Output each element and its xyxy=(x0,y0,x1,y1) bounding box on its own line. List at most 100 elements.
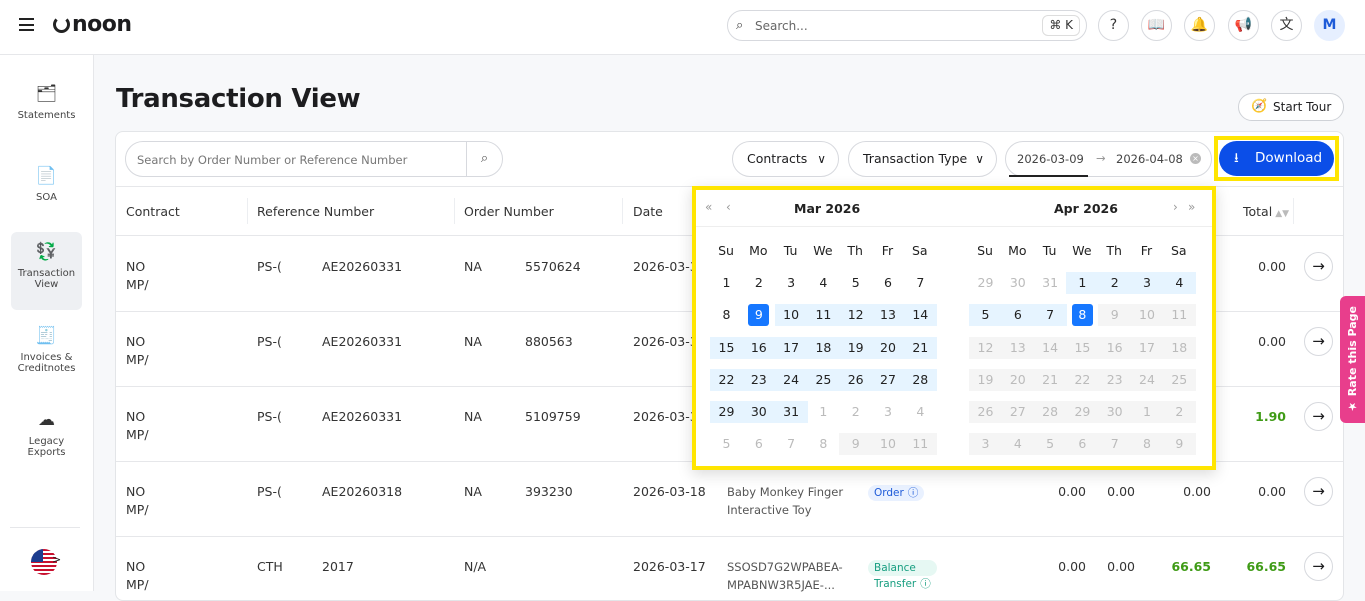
calendar-day[interactable]: 3 xyxy=(787,275,796,290)
calendar-day[interactable]: 24 xyxy=(774,369,808,391)
view-details-arrow-icon[interactable]: → xyxy=(1304,477,1333,506)
contracts-dropdown[interactable]: Contracts ∨ xyxy=(732,141,839,177)
start-tour-button[interactable]: 🧭 Start Tour xyxy=(1238,93,1344,121)
us-flag-icon[interactable] xyxy=(31,549,57,575)
sort-icon[interactable]: ▲▼ xyxy=(1275,209,1290,219)
column-contract: Contract xyxy=(126,204,180,219)
divider xyxy=(10,527,80,528)
calendar-day: 4 xyxy=(916,404,925,419)
megaphone-icon[interactable]: 📢 xyxy=(1228,10,1259,41)
calendar-day: 27 xyxy=(1001,401,1035,423)
global-search-input[interactable]: ⌕ Search... ⌘ K xyxy=(727,10,1087,41)
selected-day[interactable]: 8 xyxy=(1071,304,1093,326)
calendar-day[interactable]: 31 xyxy=(774,401,808,423)
calendar-day[interactable]: 7 xyxy=(1033,304,1067,326)
calendar-day[interactable]: 3 xyxy=(1130,272,1164,294)
calendar-day[interactable]: 16 xyxy=(742,337,776,359)
calendar-day[interactable]: 29 xyxy=(710,401,743,423)
calendar-day[interactable]: 15 xyxy=(710,337,743,359)
help-icon[interactable]: ? xyxy=(1098,10,1129,41)
download-button[interactable]: ⭳ Download xyxy=(1219,141,1334,176)
column-separator xyxy=(622,198,623,224)
view-details-arrow-icon[interactable]: → xyxy=(1304,327,1333,356)
sidebar-item-invoices[interactable]: 🧾 Invoices & Creditnotes xyxy=(11,320,82,386)
type-label: Balance Transfer xyxy=(874,562,917,590)
calendar-day: 30 xyxy=(1009,275,1026,290)
calendar-day[interactable]: 6 xyxy=(884,275,892,290)
calendar-day[interactable]: 30 xyxy=(742,401,776,423)
calendar-day[interactable]: 28 xyxy=(903,369,937,391)
month-title[interactable]: Mar 2026 xyxy=(794,201,861,216)
transaction-type-dropdown[interactable]: Transaction Type ∨ xyxy=(848,141,997,177)
calendar-day[interactable]: 18 xyxy=(806,337,840,359)
column-total[interactable]: Total ▲▼ xyxy=(1243,204,1289,219)
chevron-right-icon[interactable]: > xyxy=(52,553,62,566)
weekday-label: Sa xyxy=(1170,243,1187,258)
reference-number-cell: AE20260318 xyxy=(322,484,403,499)
order-search-input[interactable]: Search by Order Number or Reference Numb… xyxy=(125,141,503,177)
calendar-day: 9 xyxy=(1162,433,1196,455)
book-icon[interactable]: 📖 xyxy=(1141,10,1172,41)
calendar-day[interactable]: 12 xyxy=(839,304,873,326)
calendar-day[interactable]: 22 xyxy=(710,369,743,391)
calendar-day[interactable]: 8 xyxy=(1066,304,1099,326)
calendar-day[interactable]: 6 xyxy=(1001,304,1035,326)
view-details-arrow-icon[interactable]: → xyxy=(1304,402,1333,431)
sidebar-item-transaction-view[interactable]: 💱 Transaction View xyxy=(11,232,82,310)
product-cell: Baby Monkey Finger xyxy=(727,485,844,499)
weekday-label: We xyxy=(1072,243,1092,258)
calendar-day[interactable]: 4 xyxy=(1162,272,1196,294)
calendar-day[interactable]: 19 xyxy=(839,337,873,359)
calendar-day[interactable]: 13 xyxy=(871,304,905,326)
rate-page-tab[interactable]: ★ Rate this Page xyxy=(1340,296,1365,423)
calendar-day: 18 xyxy=(1162,337,1196,359)
calendar-day[interactable]: 14 xyxy=(903,304,937,326)
date-from[interactable]: 2026-03-09 xyxy=(1017,152,1084,166)
date-to[interactable]: 2026-04-08 xyxy=(1116,152,1183,166)
calendar-day[interactable]: 26 xyxy=(839,369,873,391)
calendar-day[interactable]: 10 xyxy=(774,304,808,326)
view-details-arrow-icon[interactable]: → xyxy=(1304,252,1333,281)
selected-day[interactable]: 9 xyxy=(748,304,770,326)
calendar-day[interactable]: 5 xyxy=(969,304,1002,326)
info-icon[interactable]: ⓘ xyxy=(920,578,931,590)
calendar-day[interactable]: 11 xyxy=(806,304,840,326)
sidebar-item-soa[interactable]: 📄 SOA xyxy=(11,160,82,214)
calendar-day[interactable]: 2 xyxy=(1098,272,1132,294)
calendar-day[interactable]: 20 xyxy=(871,337,905,359)
menu-icon[interactable] xyxy=(19,18,34,31)
calendar-day[interactable]: 27 xyxy=(871,369,905,391)
sidebar-item-statements[interactable]: 🗂 Statements xyxy=(11,78,82,132)
prev-year-icon[interactable]: « xyxy=(705,200,713,214)
calendar-day[interactable]: 21 xyxy=(903,337,937,359)
next-month-icon[interactable]: › xyxy=(1173,200,1178,214)
search-icon[interactable]: ⌕ xyxy=(466,142,502,176)
bell-icon[interactable]: 🔔 xyxy=(1184,10,1215,41)
next-year-icon[interactable]: » xyxy=(1188,200,1196,214)
calendar-day[interactable]: 8 xyxy=(722,307,731,322)
page-title: Transaction View xyxy=(116,84,361,114)
month-title[interactable]: Apr 2026 xyxy=(1054,201,1118,216)
calendar-day[interactable]: 4 xyxy=(819,275,828,290)
sidebar-item-legacy-exports[interactable]: ☁ Legacy Exports xyxy=(11,404,82,470)
calendar-day[interactable]: 9 xyxy=(742,304,775,326)
calendar-day[interactable]: 7 xyxy=(916,275,925,290)
prev-month-icon[interactable]: ‹ xyxy=(726,200,731,214)
weekday-label: Th xyxy=(847,243,863,258)
calendar-day[interactable]: 2 xyxy=(754,275,763,290)
calendar-day[interactable]: 5 xyxy=(851,275,860,290)
calendar-day[interactable]: 23 xyxy=(742,369,776,391)
calendar-day[interactable]: 25 xyxy=(806,369,840,391)
calendar-day[interactable]: 17 xyxy=(774,337,808,359)
info-icon[interactable]: ⓘ xyxy=(907,487,919,499)
calendar-day[interactable]: 1 xyxy=(722,275,731,290)
noon-logo[interactable]: noon xyxy=(53,12,132,37)
calendar-day[interactable]: 1 xyxy=(1065,272,1099,294)
clear-icon[interactable]: × xyxy=(1190,153,1201,164)
date-range-picker[interactable]: 2026-03-09 → 2026-04-08 × xyxy=(1005,141,1212,177)
view-details-arrow-icon[interactable]: → xyxy=(1304,552,1333,581)
avatar[interactable]: M xyxy=(1314,10,1345,41)
calendar-day: 20 xyxy=(1001,369,1035,391)
translate-icon[interactable]: 文 xyxy=(1271,10,1302,41)
weekday-label: Sa xyxy=(911,243,928,258)
